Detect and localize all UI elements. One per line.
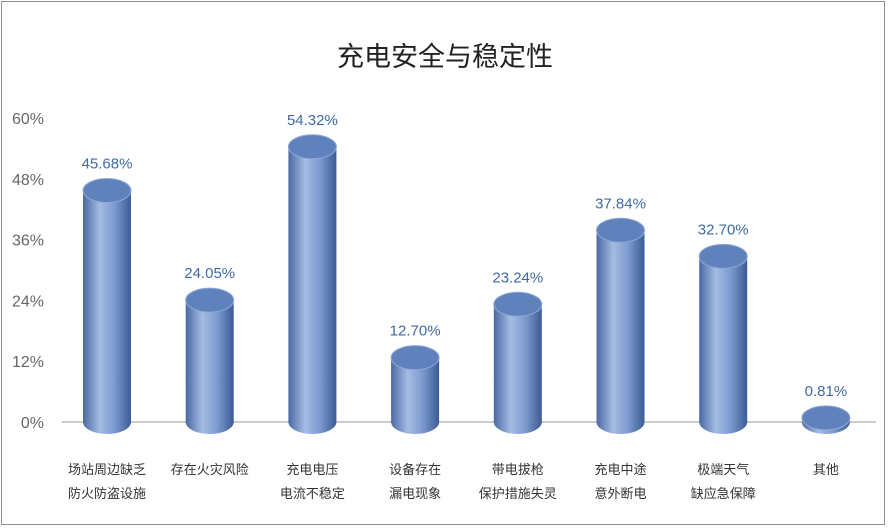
bar-bottom	[699, 410, 748, 434]
bar-body	[699, 256, 748, 422]
bar-bottom	[185, 410, 234, 434]
x-tick-label: 充电电压	[286, 462, 338, 478]
bar-body	[493, 304, 542, 422]
bar-top	[287, 134, 337, 160]
x-tick-label: 充电中途	[594, 462, 646, 478]
value-labels: 45.68% 24.05% 54.32% 12.70% 23.24% 37.84% 32.7…	[82, 112, 848, 400]
x-tick-label: 电流不稳定	[280, 486, 345, 502]
y-tick-label: 12%	[12, 354, 44, 371]
bar-body	[288, 146, 337, 422]
bar	[698, 243, 748, 434]
bar	[493, 291, 543, 434]
bar-bottom	[596, 410, 645, 434]
bar-bottom	[493, 410, 542, 434]
y-tick-label: 48%	[12, 172, 44, 189]
bar	[596, 217, 645, 434]
bar-body	[185, 300, 234, 422]
x-tick-label: 保护措施失灵	[479, 487, 557, 502]
bar	[82, 178, 132, 434]
x-tick-label: 带电拔枪	[492, 462, 544, 478]
x-tick-label: 存在火灾风险	[171, 462, 249, 478]
y-axis: 0% 12% 24% 36% 48% 60%	[12, 111, 44, 432]
y-tick-label: 24%	[12, 293, 44, 310]
x-tick-label: 缺应急保障	[691, 486, 756, 502]
bar-body	[83, 190, 131, 422]
data-label: 37.84%	[595, 195, 646, 212]
data-label: 32.70%	[698, 221, 749, 238]
bar-top	[390, 345, 440, 371]
bar-top	[185, 287, 235, 313]
bar-bottom	[83, 410, 131, 434]
y-tick-label: 60%	[12, 111, 44, 128]
bar	[185, 287, 235, 434]
bar-top	[596, 217, 645, 243]
bar	[801, 405, 851, 434]
y-tick-label: 36%	[12, 233, 44, 250]
data-label: 45.68%	[82, 156, 133, 173]
bar	[287, 134, 337, 434]
bar-top	[801, 405, 851, 431]
bar-top	[493, 291, 543, 317]
y-tick-label: 0%	[21, 415, 44, 432]
bar-bottom	[288, 410, 337, 434]
bars	[82, 134, 851, 434]
x-tick-label: 极端天气	[697, 462, 749, 478]
x-tick-label: 防火防盗设施	[68, 486, 146, 502]
x-tick-label: 设备存在	[389, 462, 441, 478]
data-label: 0.81%	[805, 383, 848, 400]
chart-title: 充电安全与稳定性	[337, 42, 553, 73]
bar	[390, 345, 440, 434]
x-tick-label: 场站周边缺乏	[68, 463, 146, 478]
data-label: 12.70%	[390, 323, 441, 340]
bar-top	[82, 178, 132, 204]
x-tick-label: 漏电现象	[389, 486, 441, 502]
data-label: 23.24%	[492, 269, 543, 286]
data-label: 24.05%	[184, 265, 235, 282]
bar-body	[596, 230, 645, 422]
data-label: 54.32%	[287, 112, 338, 129]
bar-bottom	[391, 410, 440, 434]
x-tick-label: 意外断电	[594, 486, 646, 502]
x-tick-label: 其他	[813, 463, 839, 478]
bar-top	[698, 243, 748, 269]
